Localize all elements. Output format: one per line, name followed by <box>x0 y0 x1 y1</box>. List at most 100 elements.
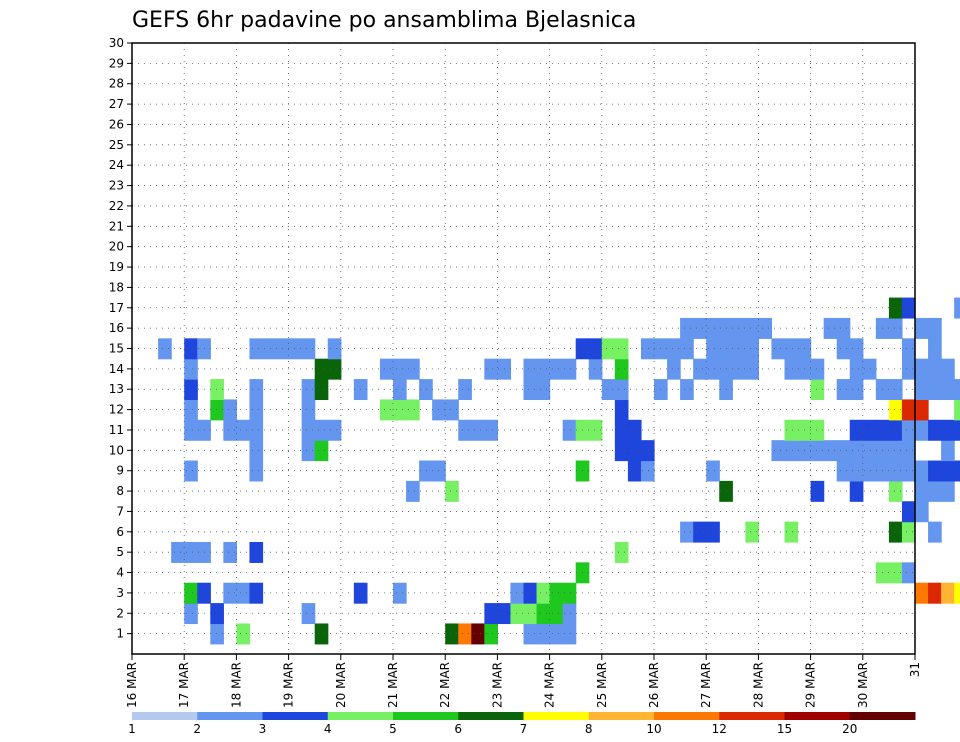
heatmap-cell <box>210 623 224 645</box>
heatmap-cell <box>888 480 903 502</box>
heatmap-cell <box>314 379 329 401</box>
y-tick-label: 3 <box>116 586 124 600</box>
heatmap-cell <box>393 399 407 421</box>
heatmap-cell <box>223 582 237 604</box>
y-tick-label: 23 <box>109 179 124 193</box>
heatmap-cell <box>862 419 877 441</box>
colorbar-label: 15 <box>777 722 792 736</box>
heatmap-cell <box>510 603 525 625</box>
heatmap-cell <box>249 419 264 441</box>
heatmap-cell <box>680 379 694 401</box>
heatmap-cell <box>836 379 851 401</box>
heatmap-cell <box>732 358 746 380</box>
heatmap-cell <box>536 582 551 604</box>
heatmap-cell <box>732 317 746 339</box>
heatmap-cell <box>928 460 942 482</box>
heatmap-cell <box>562 623 577 645</box>
chart-title: GEFS 6hr padavine po ansamblima Bjelasni… <box>132 8 636 33</box>
heatmap-cell <box>915 317 929 339</box>
heatmap-cell <box>928 582 942 604</box>
heatmap-cell <box>614 440 629 462</box>
heatmap-cell <box>458 419 472 441</box>
heatmap-cell <box>954 582 960 604</box>
y-tick-label: 11 <box>109 423 124 437</box>
heatmap-cell <box>849 419 864 441</box>
x-tick-label: 19 MAR <box>282 662 296 708</box>
heatmap-cell <box>184 338 198 360</box>
heatmap-cell <box>667 358 681 380</box>
heatmap-cell <box>210 603 224 625</box>
heatmap-cell <box>941 358 955 380</box>
x-tick-label: 24 MAR <box>543 662 557 708</box>
heatmap-cell <box>627 460 642 482</box>
heatmap-cell <box>810 358 825 380</box>
heatmap-cells <box>158 297 960 645</box>
heatmap-cell <box>888 562 903 584</box>
y-tick-label: 30 <box>109 36 124 50</box>
heatmap-cell <box>784 521 799 543</box>
heatmap-cell <box>836 440 851 462</box>
colorbar-swatch <box>523 712 590 720</box>
heatmap-cell <box>536 379 551 401</box>
colorbar-label: 7 <box>520 722 528 736</box>
heatmap-cell <box>249 379 264 401</box>
colorbar-label: 12 <box>712 722 727 736</box>
heatmap-cell <box>941 419 955 441</box>
x-tick-label: 26 MAR <box>647 662 661 708</box>
heatmap-cell <box>614 338 629 360</box>
heatmap-cell <box>484 623 498 645</box>
heatmap-cell <box>901 521 916 543</box>
heatmap-cell <box>419 379 433 401</box>
y-tick-label: 26 <box>109 117 124 131</box>
heatmap-cell <box>928 419 942 441</box>
heatmap-cell <box>458 623 472 645</box>
heatmap-cell <box>406 480 420 502</box>
heatmap-cell <box>954 460 960 482</box>
heatmap-cell <box>862 440 877 462</box>
heatmap-cell <box>614 358 629 380</box>
heatmap-cell <box>915 419 929 441</box>
heatmap-cell <box>862 460 877 482</box>
heatmap-cell <box>601 379 616 401</box>
heatmap-cell <box>588 358 603 380</box>
heatmap-cell <box>262 338 277 360</box>
heatmap-cell <box>523 603 538 625</box>
heatmap-cell <box>849 379 864 401</box>
y-tick-label: 9 <box>116 464 124 478</box>
heatmap-cell <box>184 582 198 604</box>
y-axis-ticks: 1234567891011121314151617181920212223242… <box>109 36 132 641</box>
heatmap-cell <box>379 358 394 380</box>
heatmap-cell <box>706 358 720 380</box>
heatmap-cell <box>210 379 224 401</box>
heatmap-cell <box>836 460 851 482</box>
heatmap-cell <box>249 338 264 360</box>
heatmap-cell <box>223 419 237 441</box>
colorbar-swatch <box>719 712 785 720</box>
heatmap-cell <box>640 338 655 360</box>
heatmap-cell <box>784 440 799 462</box>
heatmap-cell <box>171 541 185 563</box>
heatmap-cell <box>484 419 498 441</box>
heatmap-cell <box>836 317 851 339</box>
y-tick-label: 28 <box>109 77 124 91</box>
heatmap-cell <box>210 399 224 421</box>
y-tick-label: 1 <box>116 627 124 641</box>
heatmap-cell <box>836 338 851 360</box>
heatmap-cell <box>888 399 903 421</box>
heatmap-cell <box>941 440 955 462</box>
heatmap-cell <box>954 419 960 441</box>
heatmap-cell <box>301 603 316 625</box>
y-tick-label: 18 <box>109 280 124 294</box>
colorbar-label: 4 <box>324 722 332 736</box>
heatmap-cell <box>301 379 316 401</box>
heatmap-cell <box>614 541 629 563</box>
heatmap-cell <box>301 440 316 462</box>
heatmap-cell <box>327 338 342 360</box>
heatmap-cell <box>536 358 551 380</box>
heatmap-cell <box>693 317 707 339</box>
y-tick-label: 8 <box>116 484 124 498</box>
colorbar-swatch <box>393 712 459 720</box>
heatmap-cell <box>184 603 198 625</box>
heatmap-cell <box>680 317 694 339</box>
y-tick-label: 13 <box>109 382 124 396</box>
